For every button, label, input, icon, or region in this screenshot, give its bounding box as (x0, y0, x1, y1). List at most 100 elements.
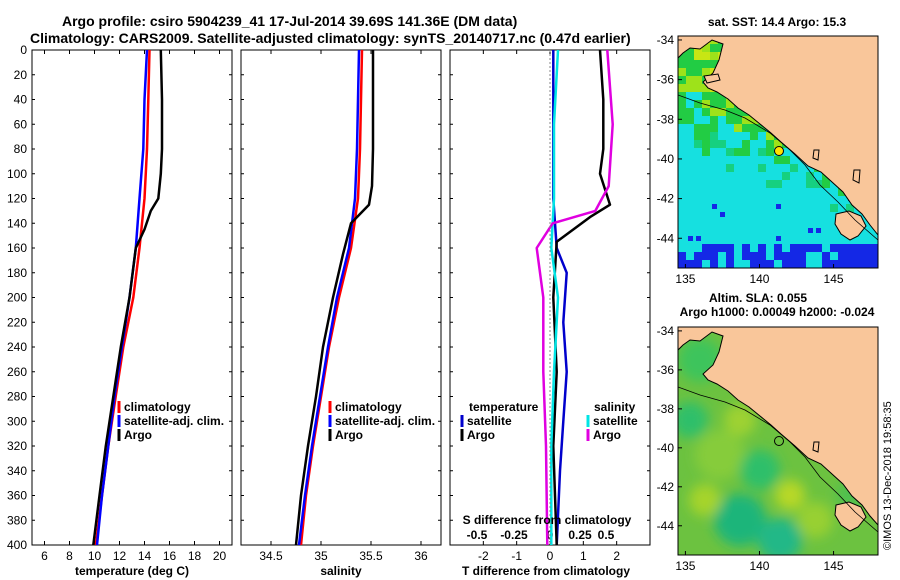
sst-cell (806, 172, 814, 180)
sst-cell (774, 268, 782, 276)
sst-cell (678, 68, 686, 76)
sst-cell (742, 260, 750, 268)
sst-cell (702, 244, 710, 252)
sst-cell (678, 228, 686, 236)
sst-cell (750, 260, 758, 268)
sst-cell (678, 236, 686, 244)
sla-anomaly-blob (740, 450, 780, 490)
sst-cell (798, 164, 806, 172)
sst-cell (696, 236, 701, 241)
legend-title-salinity: salinity (594, 400, 636, 414)
sst-cell (766, 236, 774, 244)
sst-cell (790, 244, 798, 252)
sst-cell (742, 132, 750, 140)
sst-cell (798, 196, 806, 204)
sst-cell (702, 260, 710, 268)
sst-cell (766, 204, 774, 212)
sst-cell (814, 244, 822, 252)
sst-cell (710, 164, 718, 172)
sst-cell (734, 260, 742, 268)
sst-cell (774, 140, 782, 148)
sst-cell (726, 252, 734, 260)
temperature-panel-frame (31, 49, 233, 546)
sst-cell (790, 252, 798, 260)
sst-cell (710, 132, 718, 140)
sst-cell (686, 140, 694, 148)
s-difference-axis: -0.5-0.2500.250.5 (467, 528, 615, 542)
sst-cell (686, 180, 694, 188)
difference-legend: temperature satellite Argo salinity sate… (460, 400, 638, 442)
sst-cell (750, 204, 758, 212)
sst-cell (686, 188, 694, 196)
sla-map-axes: 135 140 145 -34 -36 -38 -40 -42 -44 (657, 324, 844, 573)
sst-cell (718, 196, 726, 204)
sst-cell (782, 260, 790, 268)
sst-cell (790, 196, 798, 204)
sst-cell (742, 244, 750, 252)
sst-cell (822, 220, 830, 228)
sst-cell (718, 180, 726, 188)
depth-contour (678, 386, 878, 533)
difference-profiles (535, 50, 614, 545)
legend-title-temperature: temperature (469, 400, 539, 414)
profile-line-s-satellite (550, 50, 560, 545)
sst-cell (790, 236, 798, 244)
latitude-tick-label: -44 (657, 519, 675, 533)
sst-cell (726, 100, 734, 108)
legend-label-satellite-adj: satellite-adj. clim. (335, 414, 435, 428)
sst-cell (838, 236, 846, 244)
sst-cell (750, 188, 758, 196)
sst-cell (808, 228, 813, 233)
sst-cell (798, 252, 806, 260)
sst-cell (758, 228, 766, 236)
sst-cell (862, 252, 870, 260)
sst-cell (782, 244, 790, 252)
sst-cell (694, 116, 702, 124)
sst-cell (678, 212, 686, 220)
sst-cell (742, 164, 750, 172)
sst-cell (694, 212, 702, 220)
sst-cell (694, 260, 702, 268)
sst-cell (750, 116, 758, 124)
sst-cell (742, 156, 750, 164)
sst-cell (774, 244, 782, 252)
latitude-tick-label: -34 (657, 33, 675, 47)
sst-cell (814, 172, 822, 180)
sst-cell (806, 220, 814, 228)
depth-tick-label: 200 (7, 291, 27, 305)
legend-label-s-satellite: satellite (593, 414, 638, 428)
land-flinders-island (852, 169, 861, 184)
sst-cell (710, 172, 718, 180)
salinity-legend: climatology satellite-adj. clim. Argo (328, 400, 435, 442)
profile-line-climatology (299, 50, 364, 545)
salinity-tick-label: 35.5 (359, 549, 383, 563)
sst-cell (702, 172, 710, 180)
sst-cell (694, 156, 702, 164)
sst-cell (678, 172, 686, 180)
latitude-tick-label: -36 (657, 73, 675, 87)
sst-cell (862, 244, 870, 252)
sst-cell (702, 252, 710, 260)
sst-cell (782, 196, 790, 204)
sst-cell (686, 164, 694, 172)
sst-cell (734, 236, 742, 244)
sst-cell (710, 260, 718, 268)
sst-cell (678, 140, 686, 148)
depth-tick-label: 120 (7, 192, 27, 206)
sst-cell (742, 180, 750, 188)
sst-cell (710, 180, 718, 188)
depth-tick-label: 220 (7, 315, 27, 329)
sst-cell (686, 260, 694, 268)
sst-cell (726, 236, 734, 244)
sst-cell (702, 220, 710, 228)
sst-cell (720, 212, 725, 217)
sst-cell (734, 220, 742, 228)
depth-tick-label: 160 (7, 241, 27, 255)
sst-cell (750, 236, 758, 244)
sla-anomaly-blob (797, 502, 833, 538)
sst-cell (710, 156, 718, 164)
sst-cell (694, 108, 702, 116)
sst-cell (830, 236, 838, 244)
sst-cell (734, 156, 742, 164)
salinity-xlabel: salinity (320, 564, 362, 578)
